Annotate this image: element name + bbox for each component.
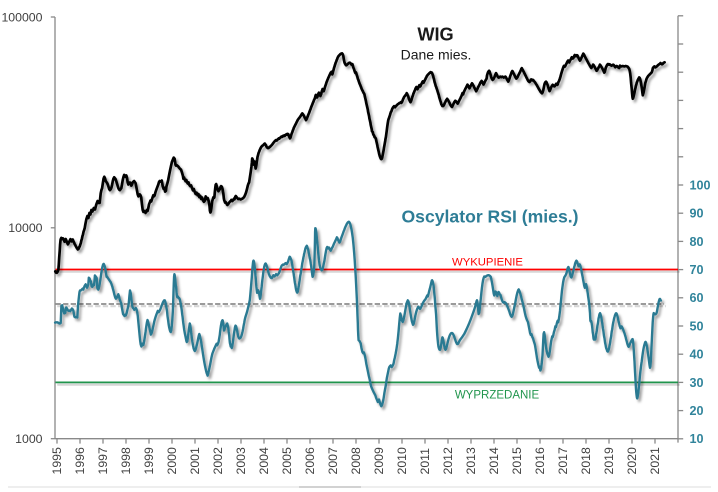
svg-text:2005: 2005 xyxy=(280,447,294,475)
svg-text:1995: 1995 xyxy=(50,447,64,475)
svg-text:2010: 2010 xyxy=(395,447,409,475)
svg-text:2019: 2019 xyxy=(602,447,616,475)
svg-text:WIG: WIG xyxy=(417,25,453,45)
svg-text:50: 50 xyxy=(690,319,704,333)
svg-text:2002: 2002 xyxy=(211,447,225,475)
svg-text:Oscylator RSI (mies.): Oscylator RSI (mies.) xyxy=(402,207,579,227)
svg-text:WYKUPIENIE: WYKUPIENIE xyxy=(452,256,523,268)
svg-text:100000: 100000 xyxy=(1,10,42,24)
svg-text:10: 10 xyxy=(690,432,704,446)
svg-text:2014: 2014 xyxy=(487,447,501,475)
svg-text:1999: 1999 xyxy=(142,447,156,475)
svg-text:2003: 2003 xyxy=(234,447,248,475)
svg-text:2021: 2021 xyxy=(648,447,662,475)
svg-text:2018: 2018 xyxy=(579,447,593,475)
svg-text:1000: 1000 xyxy=(15,432,43,446)
svg-text:20: 20 xyxy=(690,404,704,418)
svg-text:2000: 2000 xyxy=(165,447,179,475)
svg-text:1998: 1998 xyxy=(119,447,133,475)
svg-text:40: 40 xyxy=(690,348,704,362)
svg-text:2012: 2012 xyxy=(441,447,455,475)
svg-text:2013: 2013 xyxy=(464,447,478,475)
svg-text:2004: 2004 xyxy=(257,447,271,475)
svg-text:2017: 2017 xyxy=(556,447,570,475)
svg-text:2016: 2016 xyxy=(533,447,547,475)
svg-text:70: 70 xyxy=(690,263,704,277)
svg-text:Dane mies.: Dane mies. xyxy=(401,47,472,63)
svg-text:2009: 2009 xyxy=(372,447,386,475)
svg-text:2001: 2001 xyxy=(188,447,202,475)
svg-text:2011: 2011 xyxy=(418,448,432,475)
svg-text:2020: 2020 xyxy=(625,447,639,475)
svg-text:100: 100 xyxy=(690,178,711,192)
svg-text:30: 30 xyxy=(690,376,704,390)
svg-text:60: 60 xyxy=(690,291,704,305)
svg-text:80: 80 xyxy=(690,235,704,249)
svg-text:10000: 10000 xyxy=(8,221,42,235)
svg-text:2006: 2006 xyxy=(303,447,317,475)
svg-text:1996: 1996 xyxy=(73,447,87,475)
svg-text:2007: 2007 xyxy=(326,447,340,475)
svg-text:90: 90 xyxy=(690,207,704,221)
svg-text:WYPRZEDANIE: WYPRZEDANIE xyxy=(455,390,540,402)
svg-text:2008: 2008 xyxy=(349,447,363,475)
svg-text:2015: 2015 xyxy=(510,447,524,475)
svg-text:1997: 1997 xyxy=(96,447,110,475)
